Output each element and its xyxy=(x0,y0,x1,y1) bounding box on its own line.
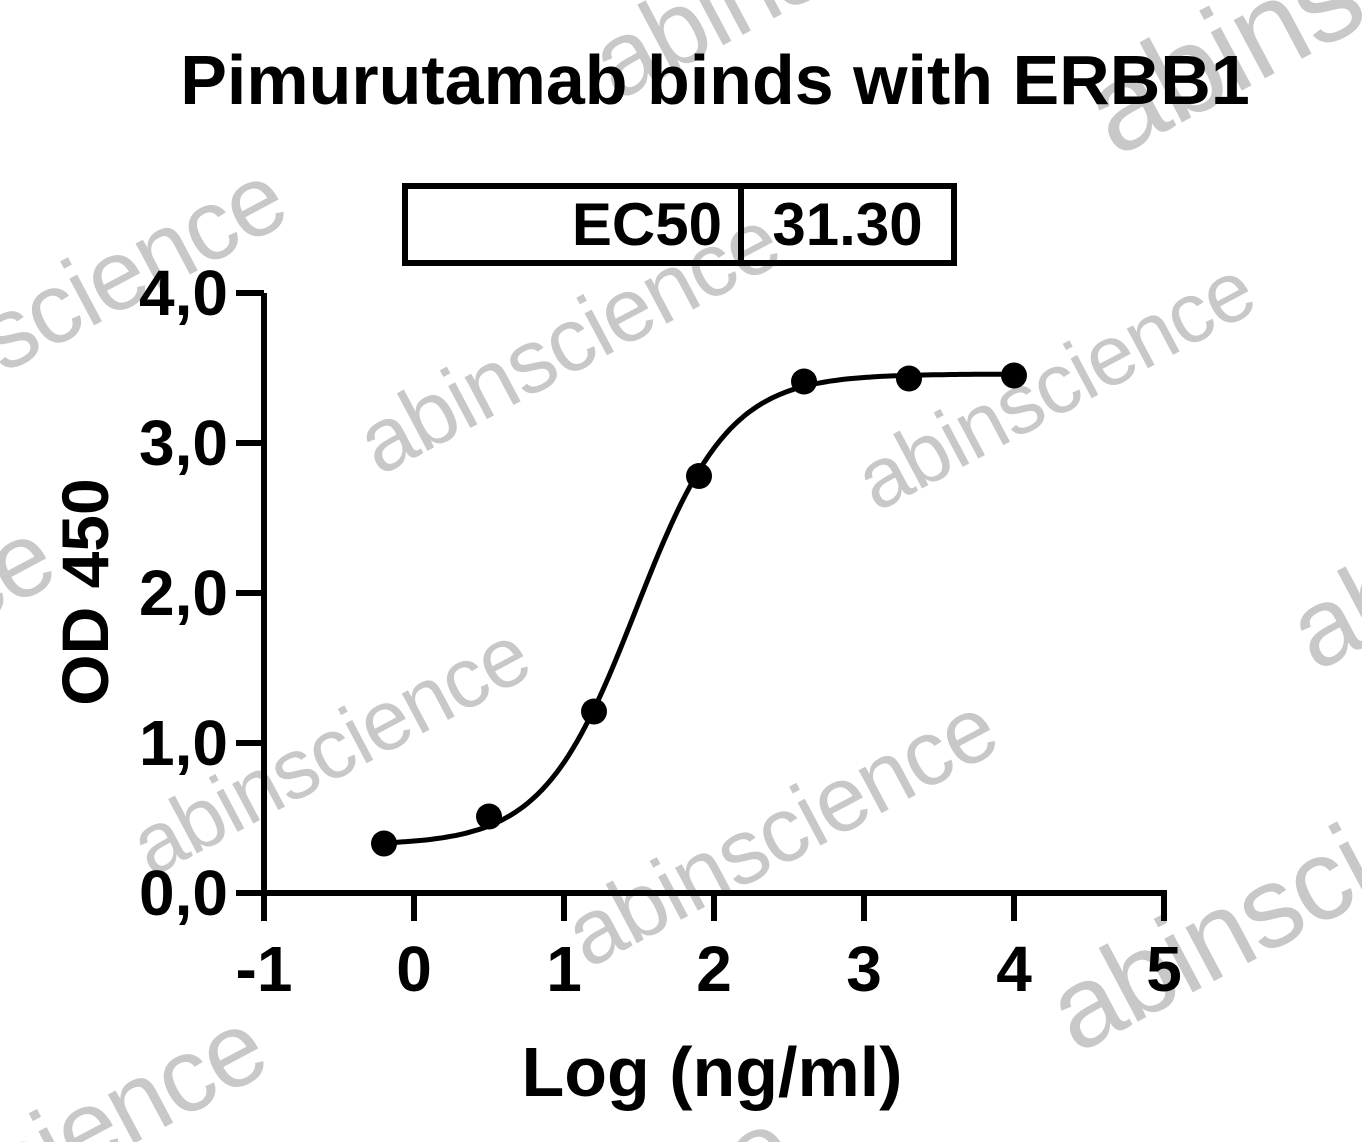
x-tick-label: -1 xyxy=(236,933,293,1005)
y-tick-label: 3,0 xyxy=(139,407,228,479)
data-point xyxy=(1001,362,1027,389)
x-tick-label: 1 xyxy=(546,933,582,1005)
y-tick-label: 0,0 xyxy=(139,857,228,929)
x-axis-title: Log (ng/ml) xyxy=(521,1033,903,1111)
y-tick-label: 4,0 xyxy=(139,257,228,329)
x-tick-label: 5 xyxy=(1146,933,1182,1005)
x-tick-label: 2 xyxy=(696,933,732,1005)
y-tick-label: 2,0 xyxy=(139,557,228,629)
data-point xyxy=(791,368,817,395)
ec50-table: EC50 31.30 xyxy=(402,183,957,266)
data-point xyxy=(476,803,502,830)
data-point xyxy=(686,463,712,489)
ec50-label-cell: EC50 xyxy=(571,191,722,258)
x-tick-label: 0 xyxy=(396,933,432,1005)
y-axis-title: OD 450 xyxy=(48,478,122,706)
fit-curve xyxy=(383,371,1015,846)
x-tick-label: 4 xyxy=(996,933,1032,1005)
x-tick-label: 3 xyxy=(846,933,882,1005)
data-point xyxy=(896,365,922,392)
ec50-value-cell: 31.30 xyxy=(738,189,951,260)
y-tick-label: 1,0 xyxy=(139,707,228,779)
chart-title: Pimurutamab binds with ERBB1 xyxy=(180,41,1250,119)
data-point xyxy=(371,830,397,857)
data-point xyxy=(581,698,607,725)
